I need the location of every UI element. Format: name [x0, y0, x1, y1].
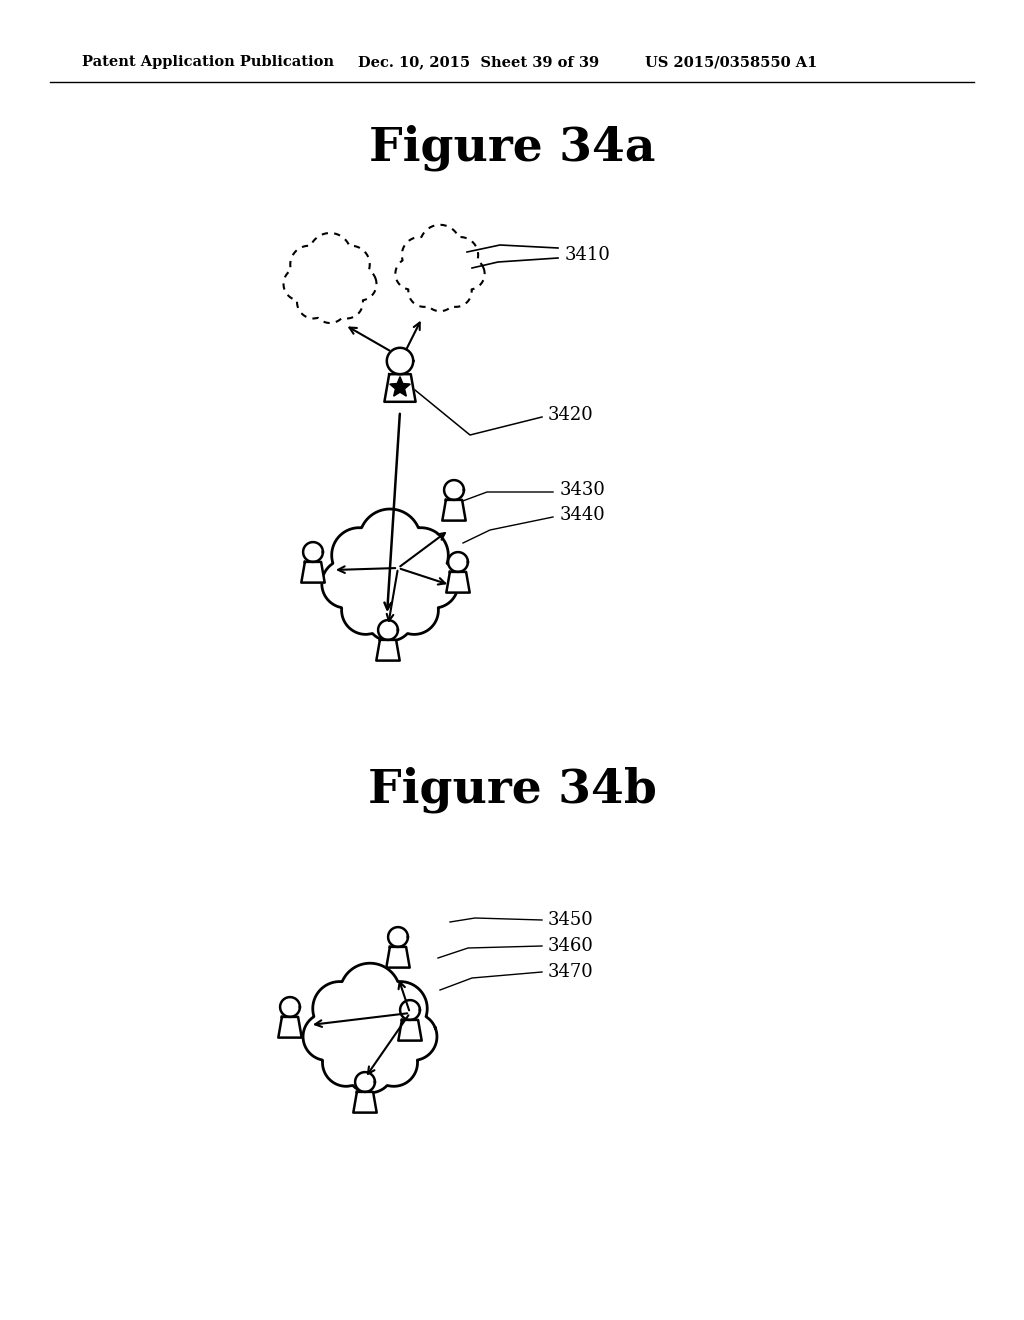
- Polygon shape: [395, 224, 484, 312]
- Text: 3470: 3470: [548, 964, 594, 981]
- Polygon shape: [446, 572, 470, 593]
- Text: Dec. 10, 2015  Sheet 39 of 39: Dec. 10, 2015 Sheet 39 of 39: [358, 55, 599, 69]
- Text: Figure 34a: Figure 34a: [369, 125, 655, 172]
- Polygon shape: [322, 510, 458, 642]
- Polygon shape: [301, 562, 325, 582]
- Polygon shape: [449, 552, 468, 572]
- Polygon shape: [376, 640, 399, 660]
- Text: 3430: 3430: [560, 480, 606, 499]
- Polygon shape: [387, 347, 414, 374]
- Text: Figure 34b: Figure 34b: [368, 767, 656, 813]
- Polygon shape: [353, 1092, 377, 1113]
- Polygon shape: [386, 946, 410, 968]
- Polygon shape: [388, 927, 408, 946]
- Polygon shape: [390, 376, 411, 396]
- Polygon shape: [398, 1020, 422, 1040]
- Text: 3420: 3420: [548, 407, 594, 424]
- Text: Patent Application Publication: Patent Application Publication: [82, 55, 334, 69]
- Text: 3410: 3410: [565, 246, 611, 264]
- Polygon shape: [444, 480, 464, 500]
- Text: 3440: 3440: [560, 506, 606, 524]
- Polygon shape: [355, 1072, 375, 1092]
- Polygon shape: [400, 1001, 420, 1020]
- Polygon shape: [303, 964, 437, 1093]
- Polygon shape: [384, 374, 416, 401]
- Polygon shape: [281, 997, 300, 1016]
- Polygon shape: [378, 620, 398, 640]
- Polygon shape: [303, 543, 323, 562]
- Polygon shape: [284, 234, 377, 323]
- Text: 3450: 3450: [548, 911, 594, 929]
- Polygon shape: [279, 1016, 302, 1038]
- Text: US 2015/0358550 A1: US 2015/0358550 A1: [645, 55, 817, 69]
- Polygon shape: [442, 500, 466, 520]
- Text: 3460: 3460: [548, 937, 594, 954]
